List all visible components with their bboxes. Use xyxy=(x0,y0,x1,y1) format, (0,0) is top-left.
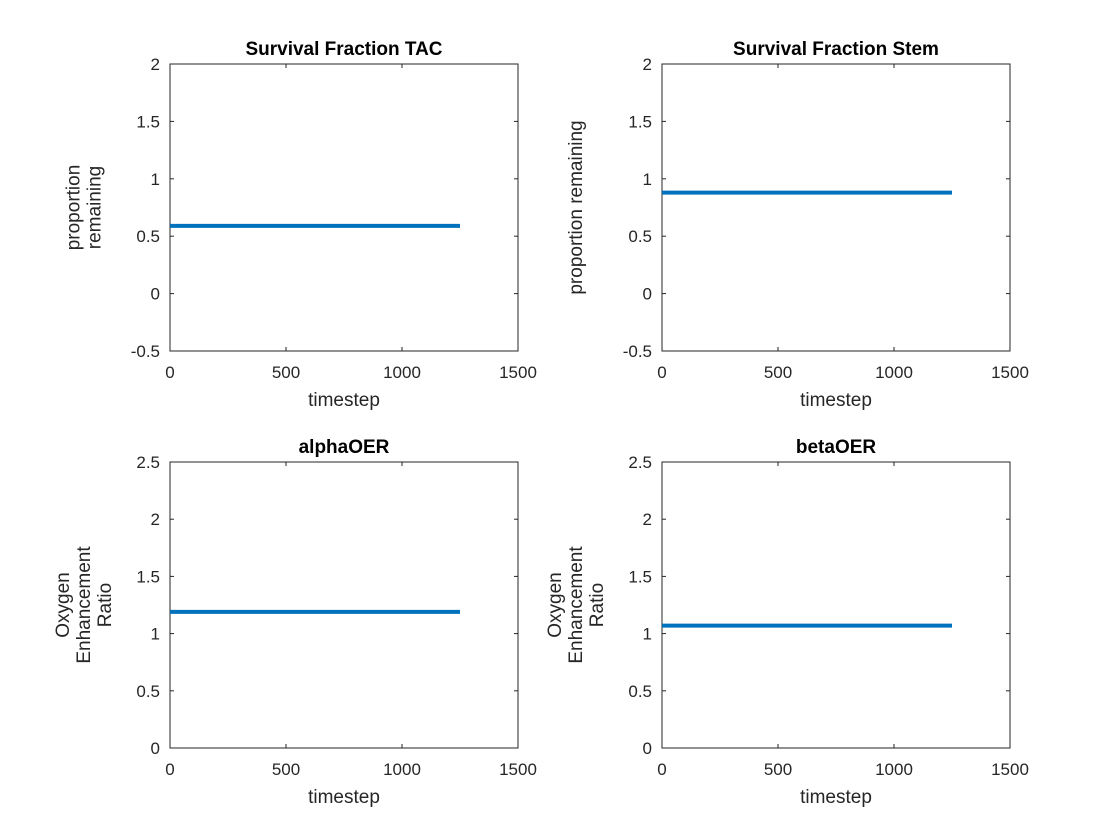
x-tick-label: 500 xyxy=(764,760,792,779)
y-tick-label: -0.5 xyxy=(131,342,160,361)
y-tick-label: 2 xyxy=(151,55,160,74)
y-tick-label: 1.5 xyxy=(628,112,652,131)
subplot-beta-oer: 0 500 1000 1500 0 0.5 1 1.5 2 2.5 betaOER timestep O… xyxy=(545,437,1029,808)
x-tick-label: 1500 xyxy=(499,363,537,382)
y-axis-label: Oxygen xyxy=(545,572,566,637)
x-axis-label: timestep xyxy=(800,390,872,411)
y-tick-label: 2 xyxy=(151,510,160,529)
chart-title: Survival Fraction Stem xyxy=(733,39,939,60)
x-tick-label: 500 xyxy=(272,363,300,382)
y-tick-label: 2.5 xyxy=(628,453,652,472)
y-axis-label: remaining xyxy=(85,166,106,249)
y-tick-label: 1 xyxy=(643,625,652,644)
subplot-survival-fraction-tac: 0 500 1000 1500 -0.5 0 0.5 1 1.5 2 Survival Fracti… xyxy=(64,39,537,411)
x-axis-label: timestep xyxy=(308,787,380,808)
x-tick-label: 1500 xyxy=(991,760,1029,779)
y-tick-label: 2 xyxy=(643,55,652,74)
y-tick-label: 0.5 xyxy=(136,682,160,701)
chart-title: Survival Fraction TAC xyxy=(245,39,442,60)
y-tick-label: 0 xyxy=(643,285,652,304)
x-tick-label: 0 xyxy=(657,363,666,382)
y-axis-label: Ratio xyxy=(95,583,116,627)
x-axis-label: timestep xyxy=(308,390,380,411)
x-tick-label: 1000 xyxy=(875,363,913,382)
y-tick-label: 1.5 xyxy=(628,567,652,586)
y-tick-label: 1.5 xyxy=(136,567,160,586)
y-tick-label: 0.5 xyxy=(628,227,652,246)
x-tick-label: 1000 xyxy=(383,363,421,382)
subplot-survival-fraction-stem: 0 500 1000 1500 -0.5 0 0.5 1 1.5 2 Survival Fracti… xyxy=(566,39,1029,411)
y-axis-label: Ratio xyxy=(587,583,608,627)
axes-box xyxy=(169,63,519,352)
y-tick-label: -0.5 xyxy=(623,342,652,361)
y-tick-label: 2 xyxy=(643,510,652,529)
x-tick-label: 1000 xyxy=(875,760,913,779)
x-tick-label: 500 xyxy=(764,363,792,382)
x-tick-label: 0 xyxy=(657,760,666,779)
y-tick-label: 2.5 xyxy=(136,453,160,472)
chart-title: betaOER xyxy=(796,437,877,458)
x-axis-label: timestep xyxy=(800,787,872,808)
x-tick-label: 500 xyxy=(272,760,300,779)
y-tick-label: 1.5 xyxy=(136,112,160,131)
y-tick-label: 1 xyxy=(151,170,160,189)
y-axis-label: proportion xyxy=(64,165,85,251)
y-tick-label: 0.5 xyxy=(628,682,652,701)
y-tick-label: 0 xyxy=(151,285,160,304)
y-axis-label: Enhancement xyxy=(74,546,95,664)
y-tick-label: 0.5 xyxy=(136,227,160,246)
y-axis-label: proportion remaining xyxy=(566,120,587,294)
y-axis-label: Oxygen xyxy=(53,572,74,637)
axes-box xyxy=(661,461,1011,749)
y-tick-label: 0 xyxy=(643,739,652,758)
y-axis-label: Enhancement xyxy=(566,546,587,664)
x-tick-label: 0 xyxy=(165,363,174,382)
x-tick-label: 1500 xyxy=(499,760,537,779)
y-tick-label: 0 xyxy=(151,739,160,758)
x-tick-label: 1500 xyxy=(991,363,1029,382)
axes-box xyxy=(661,63,1011,352)
x-tick-label: 1000 xyxy=(383,760,421,779)
y-tick-label: 1 xyxy=(643,170,652,189)
y-tick-label: 1 xyxy=(151,625,160,644)
subplot-alpha-oer: 0 500 1000 1500 0 0.5 1 1.5 2 2.5 alphaOER timestep… xyxy=(53,437,537,808)
axes-box xyxy=(169,461,519,749)
chart-title: alphaOER xyxy=(299,437,390,458)
x-tick-label: 0 xyxy=(165,760,174,779)
